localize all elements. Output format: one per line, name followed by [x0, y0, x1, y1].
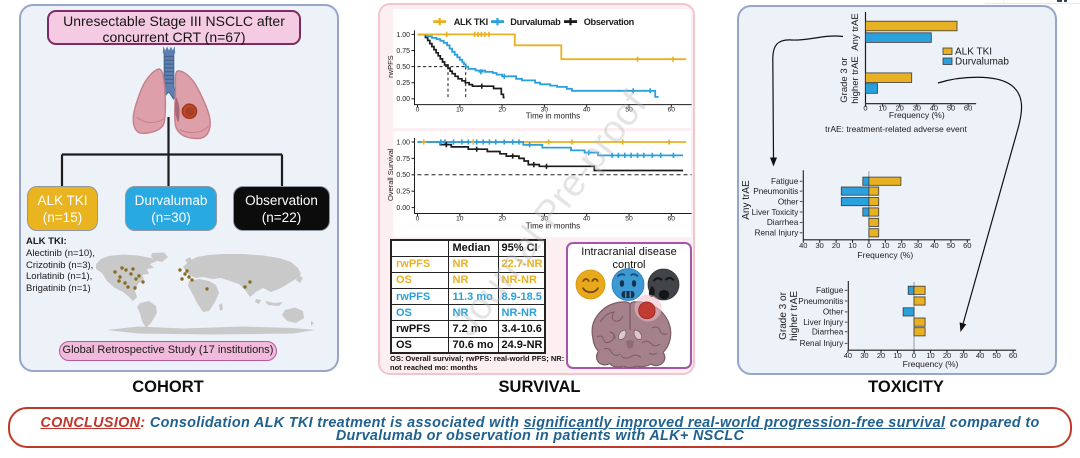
svg-text:10: 10 [878, 104, 886, 113]
svg-text:30: 30 [541, 216, 549, 223]
svg-text:50: 50 [625, 107, 633, 114]
svg-text:0.00: 0.00 [396, 205, 410, 212]
svg-text:1.00: 1.00 [396, 139, 410, 146]
svg-text:60: 60 [963, 241, 971, 250]
svg-text:Observation: Observation [584, 17, 635, 27]
svg-text:Other: Other [778, 197, 799, 206]
svg-text:Grade 3 or: Grade 3 or [839, 57, 850, 102]
svg-text:60: 60 [668, 107, 676, 114]
svg-text:20: 20 [898, 241, 906, 250]
svg-text:rwPFS: rwPFS [386, 55, 395, 78]
svg-text:60: 60 [964, 104, 972, 113]
svg-text:Time in months: Time in months [526, 112, 580, 121]
svg-text:Other: Other [823, 308, 844, 317]
svg-text:Any trAE: Any trAE [741, 180, 752, 220]
svg-text:Pneumonitis: Pneumonitis [753, 187, 798, 196]
svg-text:Pneumonitis: Pneumonitis [798, 297, 843, 306]
svg-text:40: 40 [930, 241, 938, 250]
svg-text:10: 10 [926, 351, 934, 360]
svg-text:50: 50 [947, 104, 955, 113]
svg-text:Any trAE: Any trAE [850, 13, 861, 51]
svg-text:Fatigue: Fatigue [816, 286, 844, 295]
svg-text:Durvalumab: Durvalumab [955, 57, 1009, 68]
svg-text:30: 30 [816, 241, 824, 250]
svg-text:40: 40 [583, 216, 591, 223]
svg-text:0.25: 0.25 [396, 189, 410, 196]
svg-text:0.25: 0.25 [396, 80, 410, 87]
svg-text:Durvalumab: Durvalumab [510, 17, 561, 27]
svg-text:0.00: 0.00 [396, 96, 410, 103]
svg-text:50: 50 [992, 351, 1000, 360]
svg-text:20: 20 [498, 107, 506, 114]
svg-text:Frequency (%): Frequency (%) [857, 250, 913, 260]
svg-text:higher trAE: higher trAE [789, 291, 800, 341]
svg-text:10: 10 [456, 107, 464, 114]
svg-text:Renal Injury: Renal Injury [755, 229, 800, 238]
svg-text:Fatigue: Fatigue [771, 177, 799, 186]
svg-text:Grade 3 or: Grade 3 or [778, 291, 789, 339]
svg-text:10: 10 [456, 216, 464, 223]
svg-text:0: 0 [912, 351, 916, 360]
svg-text:higher trAE: higher trAE [850, 56, 861, 104]
svg-text:20: 20 [877, 351, 885, 360]
svg-text:0.50: 0.50 [396, 64, 410, 71]
svg-text:30: 30 [913, 104, 921, 113]
svg-text:20: 20 [943, 351, 951, 360]
svg-text:Overall Survival: Overall Survival [386, 148, 395, 201]
svg-text:30: 30 [914, 241, 922, 250]
svg-text:20: 20 [896, 104, 904, 113]
svg-text:ALK TKI: ALK TKI [454, 17, 488, 27]
svg-text:20: 20 [832, 241, 840, 250]
svg-text:0: 0 [416, 216, 420, 223]
svg-text:0.50: 0.50 [396, 172, 410, 179]
svg-text:40: 40 [799, 241, 807, 250]
svg-text:10: 10 [893, 351, 901, 360]
svg-text:60: 60 [1009, 351, 1017, 360]
svg-text:50: 50 [625, 216, 633, 223]
svg-text:40: 40 [844, 351, 852, 360]
svg-text:10: 10 [848, 241, 856, 250]
svg-text:trAE: treatment-related advers: trAE: treatment-related adverse event [825, 124, 967, 134]
svg-text:Diarrhea: Diarrhea [812, 328, 844, 337]
svg-text:10: 10 [881, 241, 889, 250]
svg-text:40: 40 [583, 107, 591, 114]
svg-text:60: 60 [668, 216, 676, 223]
svg-text:0.75: 0.75 [396, 48, 410, 55]
svg-text:Time in months: Time in months [526, 222, 580, 231]
svg-text:30: 30 [860, 351, 868, 360]
svg-text:0: 0 [416, 107, 420, 114]
svg-text:0: 0 [863, 104, 867, 113]
svg-text:ALK TKI: ALK TKI [955, 47, 992, 58]
svg-text:30: 30 [541, 107, 549, 114]
svg-text:40: 40 [976, 351, 984, 360]
svg-text:Liver Toxicity: Liver Toxicity [752, 208, 800, 217]
svg-text:Frequency (%): Frequency (%) [889, 110, 945, 120]
svg-text:Frequency (%): Frequency (%) [903, 359, 959, 369]
svg-text:0: 0 [867, 241, 871, 250]
svg-text:20: 20 [498, 216, 506, 223]
svg-text:Renal Injury: Renal Injury [800, 339, 845, 348]
svg-text:Liver Injury: Liver Injury [803, 318, 844, 327]
svg-text:Diarrhea: Diarrhea [767, 218, 799, 227]
svg-text:1.00: 1.00 [396, 32, 410, 39]
svg-text:40: 40 [930, 104, 938, 113]
svg-text:50: 50 [947, 241, 955, 250]
svg-text:30: 30 [959, 351, 967, 360]
svg-text:0.75: 0.75 [396, 156, 410, 163]
